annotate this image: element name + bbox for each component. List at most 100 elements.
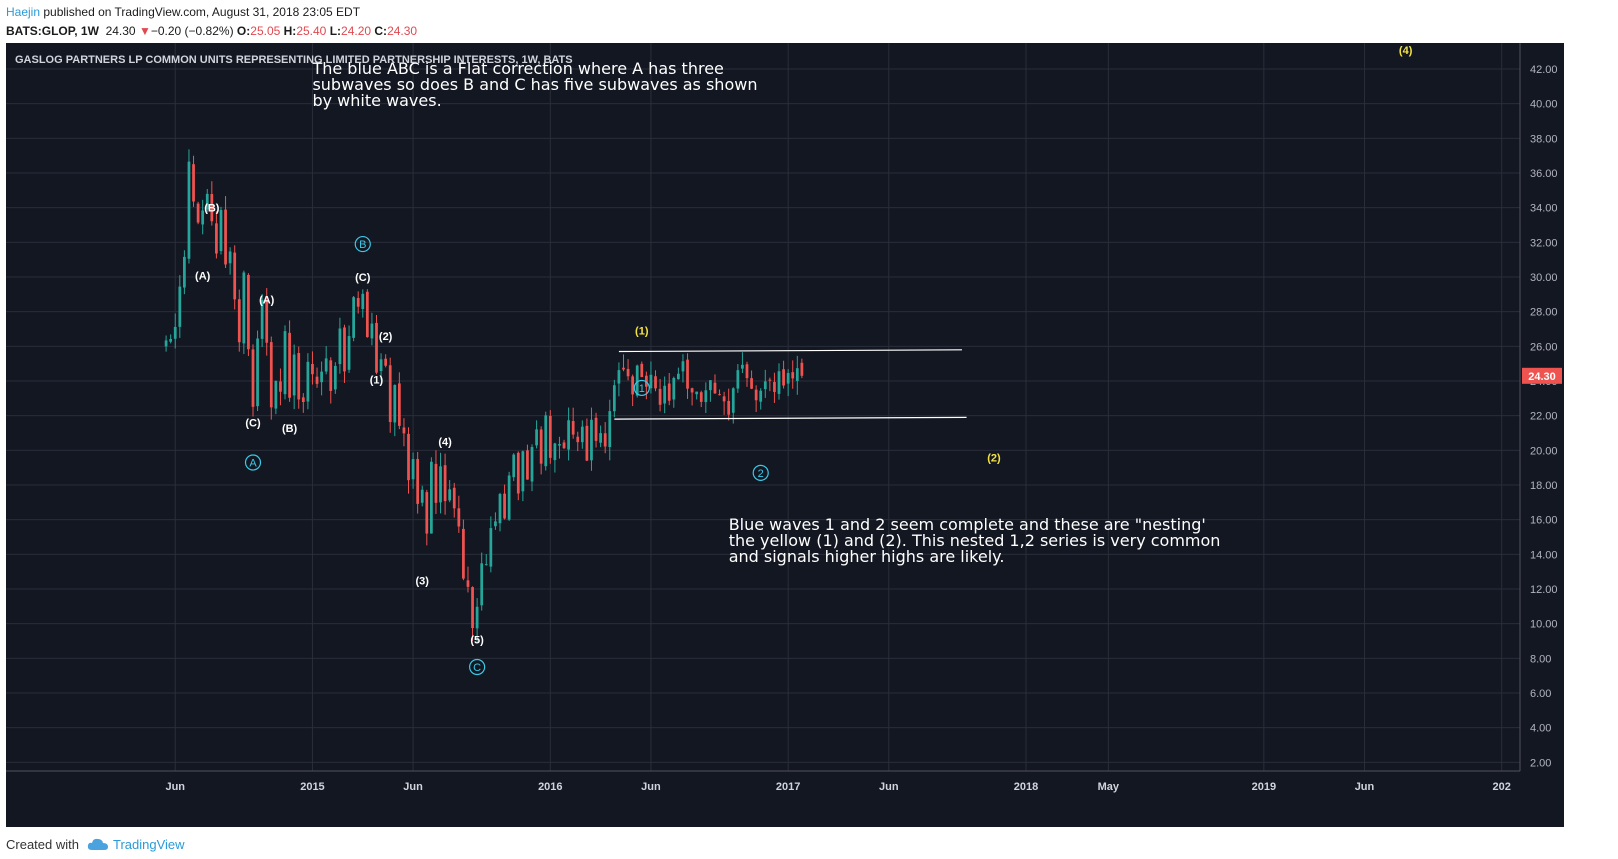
y-tick-label: 4.00 (1530, 723, 1551, 735)
wave-label-blue: C (473, 662, 481, 674)
author-link[interactable]: Haejin (6, 5, 41, 19)
wave-label-white: (B) (204, 203, 220, 215)
candle-body (292, 354, 296, 396)
candle-body (425, 492, 429, 534)
candle-body (782, 369, 785, 386)
chart-panel[interactable]: (B) (A) (A) (C) (B) (C) (2) (1) (4) (3) (5) A B C 1 2 (1… (6, 43, 1564, 827)
candle-body (727, 400, 731, 415)
y-tick-label: 38.00 (1530, 133, 1558, 145)
high-label: H: (283, 24, 297, 38)
x-tick-label: 202 (1493, 781, 1511, 793)
candle-body (503, 493, 506, 519)
candle-body (763, 381, 767, 390)
candle-body (356, 297, 360, 307)
candle-body (420, 489, 424, 503)
candle-body (475, 606, 479, 629)
y-tick-label: 14.00 (1530, 549, 1558, 561)
candle-body (187, 161, 191, 259)
wave-label-circle (633, 379, 650, 397)
candle-body (699, 392, 703, 402)
candle-body (750, 378, 753, 389)
y-tick-label: 20.00 (1530, 445, 1558, 457)
annotation-text: and signals higher highs are likely. (729, 547, 1005, 566)
wave-label-blue: B (359, 239, 366, 251)
candle-body (329, 360, 333, 391)
x-tick-label: Jun (403, 781, 423, 793)
y-tick-label: 10.00 (1530, 619, 1558, 631)
candle-body (274, 380, 278, 409)
candlestick-chart[interactable]: (B) (A) (A) (C) (B) (C) (2) (1) (4) (3) (5) A B C 1 2 (1… (6, 43, 1564, 827)
candle-body (649, 374, 653, 389)
candle-body (690, 388, 694, 393)
wave-label-white: (1) (370, 374, 384, 386)
y-tick-label: 8.00 (1530, 653, 1551, 665)
candle-body (635, 365, 639, 396)
candle-body (324, 358, 328, 372)
candle-body (452, 487, 456, 509)
wave-label-blue: 1 (639, 383, 645, 395)
candle-body (745, 364, 749, 379)
wave-label-blue: A (249, 457, 257, 469)
wave-label-circle (469, 658, 486, 676)
trend-line (618, 349, 962, 353)
candle-body (640, 363, 644, 378)
wave-label-white: (C) (355, 272, 371, 284)
candle-body (535, 429, 538, 446)
candle-body (516, 452, 520, 494)
candle-body (260, 299, 264, 339)
candle-body (379, 359, 383, 372)
candle-body (567, 420, 570, 450)
wave-labels: (B) (A) (A) (C) (B) (C) (2) (1) (4) (3) (5) A B C 1 2 (1… (195, 45, 1413, 676)
candle-body (667, 383, 671, 401)
grid-lines (6, 43, 1520, 771)
candle-body (343, 327, 346, 372)
candle-body (283, 331, 287, 395)
x-tick-label: Jun (1355, 781, 1375, 793)
tradingview-brand[interactable]: TradingView (87, 837, 185, 852)
candle-body (210, 194, 214, 222)
candle-body (617, 370, 621, 384)
x-tick-label: May (1098, 781, 1120, 793)
candle-body (434, 463, 438, 503)
candle-body (333, 365, 337, 390)
candle-body (681, 361, 685, 372)
candle-body (388, 365, 392, 423)
candle-body (672, 377, 676, 400)
candle-body (443, 465, 447, 502)
y-tick-label: 42.00 (1530, 64, 1558, 76)
footer: Created with TradingView (6, 832, 185, 856)
candle-body (320, 371, 323, 383)
wave-label-circle (244, 454, 262, 471)
annotation-text: Blue waves 1 and 2 seem complete and the… (729, 515, 1206, 534)
candles (164, 149, 804, 642)
candle-body (553, 443, 557, 461)
y-tick-label: 22.00 (1530, 411, 1558, 423)
x-tick-label: 2015 (300, 781, 324, 793)
x-tick-label: Jun (641, 781, 661, 793)
candle-body (498, 494, 502, 524)
candle-body (430, 461, 433, 534)
candle-body (384, 358, 388, 366)
candle-body (741, 364, 744, 369)
candle-body (494, 521, 497, 527)
candle-body (233, 252, 237, 300)
change-text: −0.20 (−0.82%) (150, 24, 234, 38)
annotation-text: subwaves so does B and C has five subwav… (312, 75, 757, 94)
published-text: published on TradingView.com, August 31,… (40, 5, 361, 19)
candle-body (521, 451, 525, 492)
candle-body (480, 563, 484, 606)
candle-body (773, 381, 776, 392)
candle-body (192, 164, 195, 202)
candle-body (791, 372, 795, 379)
close-label: C: (374, 24, 388, 38)
candle-body (375, 322, 378, 373)
candle-body (215, 223, 218, 254)
candle-body (311, 363, 314, 375)
low-value: 24.20 (341, 24, 372, 38)
y-tick-label: 36.00 (1530, 168, 1558, 180)
candle-body (279, 381, 282, 392)
x-tick-label: 2019 (1252, 781, 1276, 793)
candle-body (365, 291, 369, 338)
candle-body (622, 367, 625, 370)
candle-body (558, 444, 561, 446)
